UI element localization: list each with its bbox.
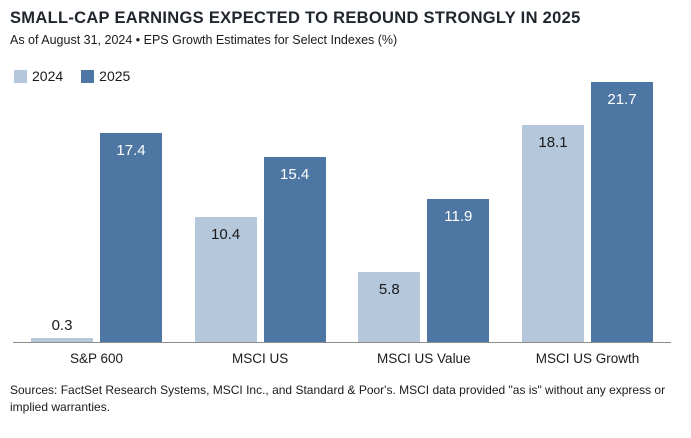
bar-2025-msci-us: 15.4 <box>263 157 326 342</box>
bar-value-2025-s-p-600: 17.4 <box>116 142 146 159</box>
bar-value-2024-s-p-600: 0.3 <box>51 317 73 334</box>
bar-2024-s-p-600: 0.3 <box>31 317 93 342</box>
bar-2024-msci-us: 10.4 <box>194 217 257 342</box>
chart-subtitle: As of August 31, 2024 • EPS Growth Estim… <box>10 33 398 47</box>
legend: 2024 2025 <box>14 68 130 84</box>
bar-2024-msci-us-growth: 18.1 <box>521 125 584 342</box>
chart-title: SMALL-CAP EARNINGS EXPECTED TO REBOUND S… <box>10 9 581 27</box>
bar-2025-msci-us-growth: 21.7 <box>590 82 653 342</box>
x-axis-label-s-p-600: S&P 600 <box>69 351 124 366</box>
x-axis-label-msci-us-value: MSCI US Value <box>377 351 471 366</box>
bar-value-2024-msci-us-growth: 18.1 <box>538 134 568 151</box>
bar-value-2024-msci-us: 10.4 <box>211 226 241 243</box>
bar-2025-msci-us-value: 11.9 <box>427 199 490 342</box>
legend-label-2024: 2024 <box>32 68 64 84</box>
x-axis-labels: S&P 600 MSCI US MSCI US Value MSCI US Growt… <box>13 351 671 366</box>
bar-value-2024-msci-us-value: 5.8 <box>378 281 400 298</box>
plot-area: 0.3 17.4 10.4 15.4 5.8 11.9 18.1 21.7 <box>13 60 671 342</box>
legend-item-2025: 2025 <box>81 68 130 84</box>
legend-swatch-2024 <box>14 69 27 83</box>
bar-value-2025-msci-us: 15.4 <box>280 166 310 183</box>
source-note: Sources: FactSet Research Systems, MSCI … <box>10 383 666 415</box>
bar-2024-msci-us-value: 5.8 <box>358 272 421 342</box>
bar-value-2025-msci-us-growth: 21.7 <box>607 91 637 108</box>
x-axis-line <box>13 342 671 343</box>
bar-group-msci-us-growth: 18.1 21.7 <box>521 60 653 342</box>
legend-swatch-2025 <box>81 69 95 83</box>
bar-group-s-p-600: 0.3 17.4 <box>31 60 162 342</box>
x-axis-label-msci-us: MSCI US <box>232 351 289 366</box>
x-axis-label-msci-us-growth: MSCI US Growth <box>535 351 640 366</box>
legend-label-2025: 2025 <box>99 68 131 84</box>
bar-group-msci-us: 10.4 15.4 <box>194 60 326 342</box>
legend-item-2024: 2024 <box>14 68 63 84</box>
bar-group-msci-us-value: 5.8 11.9 <box>358 60 490 342</box>
bar-2025-s-p-600: 17.4 <box>100 133 162 342</box>
bar-value-2025-msci-us-value: 11.9 <box>444 208 473 225</box>
